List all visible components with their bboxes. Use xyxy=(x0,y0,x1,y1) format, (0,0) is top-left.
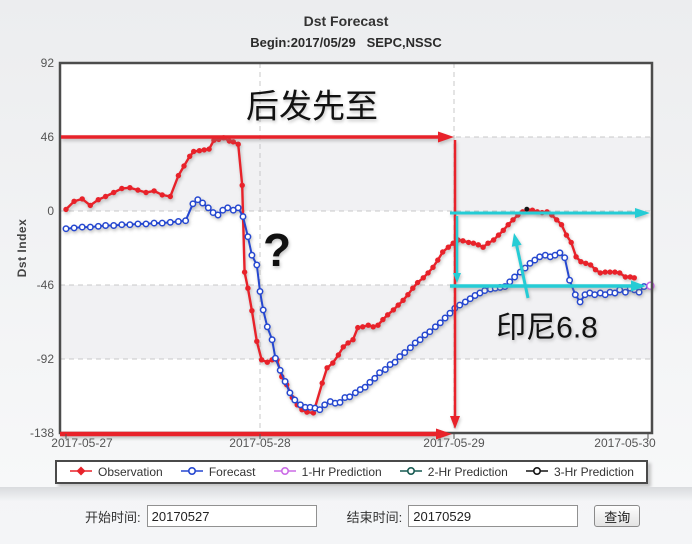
legend-item-forecast: Forecast xyxy=(180,465,256,480)
svg-text:?: ? xyxy=(263,224,291,276)
legend-item-1hr-prediction: 1-Hr Prediction xyxy=(273,465,382,480)
end-time-label: 结束时间: xyxy=(347,507,403,526)
observation-marker-icon xyxy=(69,465,93,480)
chart-figure: Dst Forecast Begin:2017/05/29 SEPC,NSSC … xyxy=(0,0,692,487)
svg-text:后发先至: 后发先至 xyxy=(246,88,378,125)
svg-text:2017-05-27: 2017-05-27 xyxy=(51,436,113,450)
legend-item-3hr-prediction: 3-Hr Prediction xyxy=(525,465,634,480)
svg-text:2017-05-28: 2017-05-28 xyxy=(229,436,291,450)
svg-text:-92: -92 xyxy=(37,352,55,366)
dst-chart-plot: 后发先至?印尼6.892460-46-92-1382017-05-272017-… xyxy=(0,0,692,458)
legend-label: Forecast xyxy=(209,465,256,479)
legend-item-2hr-prediction: 2-Hr Prediction xyxy=(399,465,508,480)
svg-text:0: 0 xyxy=(47,204,54,218)
3hr-prediction-marker-icon xyxy=(525,465,549,480)
svg-text:-46: -46 xyxy=(37,278,55,292)
legend-label: Observation xyxy=(98,465,163,479)
dst-forecast-app: Dst Forecast Begin:2017/05/29 SEPC,NSSC … xyxy=(0,0,692,544)
divider-band xyxy=(0,487,692,501)
2hr-prediction-marker-icon xyxy=(399,465,423,480)
1hr-prediction-marker-icon xyxy=(273,465,297,480)
svg-text:92: 92 xyxy=(41,56,55,70)
start-time-label: 开始时间: xyxy=(85,507,141,526)
chart-legend: Observation Forecast 1-Hr Prediction 2-H… xyxy=(55,460,648,484)
legend-label: 1-Hr Prediction xyxy=(302,465,382,479)
query-button[interactable]: 查询 xyxy=(594,505,640,527)
svg-text:2017-05-29: 2017-05-29 xyxy=(423,436,485,450)
legend-item-observation: Observation xyxy=(69,465,163,480)
svg-text:46: 46 xyxy=(41,130,55,144)
forecast-marker-icon xyxy=(180,465,204,480)
legend-label: 3-Hr Prediction xyxy=(554,465,634,479)
svg-text:2017-05-30: 2017-05-30 xyxy=(594,436,656,450)
legend-label: 2-Hr Prediction xyxy=(428,465,508,479)
svg-text:印尼6.8: 印尼6.8 xyxy=(496,312,598,345)
end-time-input[interactable] xyxy=(408,505,578,527)
query-form: 开始时间: 结束时间: 查询 xyxy=(0,502,692,530)
start-time-input[interactable] xyxy=(147,505,317,527)
